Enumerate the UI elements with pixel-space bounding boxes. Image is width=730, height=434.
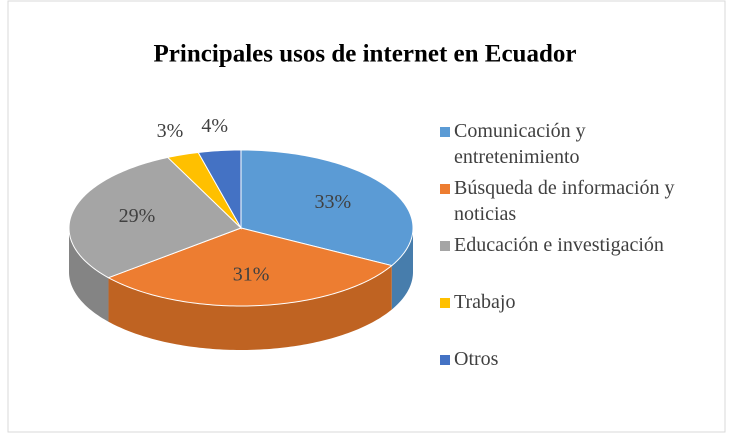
legend-label: Búsqueda de información y noticias bbox=[454, 177, 675, 225]
slice-side bbox=[391, 228, 413, 310]
legend-label: Educación e investigación bbox=[454, 234, 664, 256]
data-label: 29% bbox=[119, 205, 156, 227]
legend-item: Búsqueda de información y noticias bbox=[440, 175, 702, 232]
data-label: 4% bbox=[201, 115, 228, 137]
slice-side bbox=[69, 228, 109, 322]
chart-title: Principales usos de internet en Ecuador bbox=[154, 41, 577, 68]
legend-label: Otros bbox=[454, 348, 499, 370]
legend-item: Comunicación y entretenimiento bbox=[440, 118, 702, 175]
legend-swatch bbox=[440, 184, 450, 194]
legend: Comunicación y entretenimiento Búsqueda d… bbox=[440, 118, 702, 403]
legend-swatch bbox=[440, 355, 450, 365]
legend-item: Educación e investigación bbox=[440, 232, 702, 289]
slice bbox=[107, 227, 393, 307]
data-label: 31% bbox=[233, 264, 270, 286]
slice bbox=[197, 149, 242, 230]
slice-side bbox=[108, 265, 392, 350]
slice bbox=[240, 149, 414, 267]
legend-label: Trabajo bbox=[454, 291, 516, 313]
data-label: 3% bbox=[157, 120, 184, 142]
legend-item: Trabajo bbox=[440, 289, 702, 346]
data-label: 33% bbox=[314, 191, 351, 213]
legend-label: Comunicación y entretenimiento bbox=[454, 120, 586, 168]
slice bbox=[68, 156, 242, 279]
legend-item: Otros bbox=[440, 346, 702, 403]
legend-swatch bbox=[440, 241, 450, 251]
slice bbox=[166, 151, 242, 229]
legend-swatch bbox=[440, 298, 450, 308]
legend-swatch bbox=[440, 127, 450, 137]
